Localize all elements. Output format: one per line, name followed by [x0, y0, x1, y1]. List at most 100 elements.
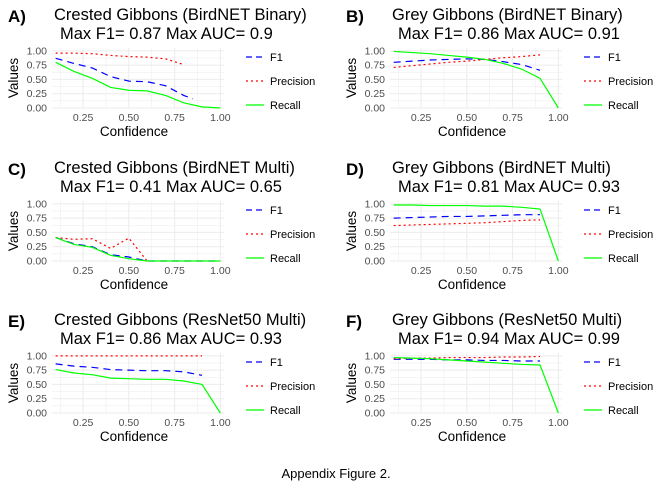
panel-letter: B)	[346, 7, 364, 26]
legend-label-f1: F1	[608, 357, 621, 369]
panel-subtitle: Max F1= 0.87 Max AUC= 0.9	[60, 25, 273, 43]
y-tick-label: 0.50	[27, 227, 48, 239]
grid	[390, 353, 562, 414]
y-tick-label: 0.75	[365, 60, 386, 72]
y-tick-label: 0.00	[27, 408, 48, 420]
x-axis-title: Confidence	[100, 429, 168, 444]
series-line-f1	[393, 358, 541, 362]
x-tick-label: 1.00	[548, 112, 569, 124]
grid	[390, 201, 562, 262]
series-line-recall	[393, 356, 559, 414]
y-tick-label: 0.00	[365, 103, 386, 115]
legend-label-recall: Recall	[270, 253, 301, 265]
legend-label-recall: Recall	[270, 405, 301, 417]
grid	[52, 353, 224, 414]
y-axis-title: Values	[6, 211, 21, 252]
legend-label-precision: Precision	[608, 381, 653, 393]
x-tick-label: 0.25	[411, 417, 432, 429]
x-axis-title: Confidence	[438, 124, 506, 139]
legend-label-precision: Precision	[270, 381, 315, 393]
panel-subtitle: Max F1= 0.94 Max AUC= 0.99	[398, 330, 620, 348]
x-tick-label: 0.25	[73, 265, 94, 277]
panel-subtitle: Max F1= 0.81 Max AUC= 0.93	[398, 178, 620, 196]
panel-title: Grey Gibbons (BirdNET Binary)	[392, 6, 623, 24]
y-tick-label: 1.00	[365, 350, 386, 362]
y-tick-label: 0.50	[27, 379, 48, 391]
y-tick-label: 0.50	[365, 379, 386, 391]
x-tick-label: 0.75	[164, 112, 185, 124]
y-tick-label: 0.50	[365, 227, 386, 239]
panel-letter: F)	[346, 312, 362, 331]
panel-b: B) Grey Gibbons (BirdNET Binary)Max F1= 0…	[344, 6, 653, 139]
figure-caption: Appendix Figure 2.	[281, 466, 391, 481]
y-tick-label: 0.75	[365, 213, 386, 225]
x-tick-label: 1.00	[210, 417, 231, 429]
y-tick-label: 0.50	[27, 74, 48, 86]
x-tick-label: 0.25	[411, 265, 432, 277]
panel-title: Grey Gibbons (ResNet50 Multi)	[392, 311, 622, 329]
y-tick-label: 0.00	[27, 256, 48, 268]
y-tick-label: 0.25	[27, 393, 48, 405]
legend-label-f1: F1	[270, 357, 283, 369]
panel-title: Crested Gibbons (ResNet50 Multi)	[54, 311, 306, 329]
series-line-recall	[55, 237, 221, 262]
legend-label-recall: Recall	[270, 100, 301, 112]
y-tick-label: 0.25	[365, 241, 386, 253]
panel-letter: A)	[8, 7, 26, 26]
x-tick-label: 0.75	[502, 112, 523, 124]
legend-label-recall: Recall	[608, 405, 639, 417]
panel-letter: C)	[8, 160, 26, 179]
grid	[52, 201, 224, 262]
x-tick-label: 0.25	[411, 112, 432, 124]
y-tick-label: 0.75	[365, 365, 386, 377]
x-tick-label: 0.50	[119, 265, 140, 277]
x-tick-label: 1.00	[210, 265, 231, 277]
x-tick-label: 1.00	[548, 417, 569, 429]
x-tick-label: 0.50	[457, 265, 478, 277]
series-line-f1	[393, 214, 541, 219]
y-axis-title: Values	[6, 363, 21, 404]
y-axis-title: Values	[344, 363, 359, 404]
y-axis-title: Values	[344, 58, 359, 99]
panel-f: F) Grey Gibbons (ResNet50 Multi)Max F1= 0…	[344, 311, 653, 444]
legend-label-recall: Recall	[608, 100, 639, 112]
panel-c: C) Crested Gibbons (BirdNET Multi)Max F1=…	[6, 159, 315, 292]
y-tick-label: 0.00	[365, 408, 386, 420]
y-tick-label: 0.75	[27, 365, 48, 377]
y-axis-title: Values	[344, 211, 359, 252]
x-tick-label: 0.50	[457, 112, 478, 124]
y-tick-label: 0.00	[27, 103, 48, 115]
series-line-recall	[55, 61, 221, 109]
x-axis-title: Confidence	[438, 429, 506, 444]
series-line-f1	[55, 237, 221, 262]
y-tick-label: 0.25	[365, 88, 386, 100]
x-tick-label: 1.00	[210, 112, 231, 124]
x-axis-title: Confidence	[100, 124, 168, 139]
series-line-recall	[393, 204, 559, 262]
panel-letter: D)	[346, 160, 364, 179]
legend-label-precision: Precision	[270, 229, 315, 241]
legend-label-precision: Precision	[608, 76, 653, 88]
x-tick-label: 0.75	[164, 417, 185, 429]
x-tick-label: 0.75	[502, 417, 523, 429]
x-tick-label: 0.50	[119, 417, 140, 429]
legend-label-f1: F1	[270, 205, 283, 217]
y-tick-label: 0.75	[27, 60, 48, 72]
series-line-precision	[55, 52, 184, 66]
x-axis-title: Confidence	[438, 277, 506, 292]
panel-subtitle: Max F1= 0.86 Max AUC= 0.93	[60, 330, 282, 348]
legend-label-recall: Recall	[608, 253, 639, 265]
y-tick-label: 1.00	[365, 198, 386, 210]
series-line-f1	[55, 57, 194, 100]
panel-title: Grey Gibbons (BirdNET Multi)	[392, 159, 611, 177]
series-line-recall	[55, 368, 221, 414]
x-tick-label: 0.75	[502, 265, 523, 277]
series-line-recall	[393, 50, 559, 109]
y-tick-label: 0.75	[27, 213, 48, 225]
y-tick-label: 1.00	[27, 198, 48, 210]
grid	[390, 48, 562, 109]
y-tick-label: 0.25	[27, 88, 48, 100]
panel-title: Crested Gibbons (BirdNET Binary)	[54, 6, 307, 24]
panel-d: D) Grey Gibbons (BirdNET Multi)Max F1= 0.…	[344, 159, 653, 292]
